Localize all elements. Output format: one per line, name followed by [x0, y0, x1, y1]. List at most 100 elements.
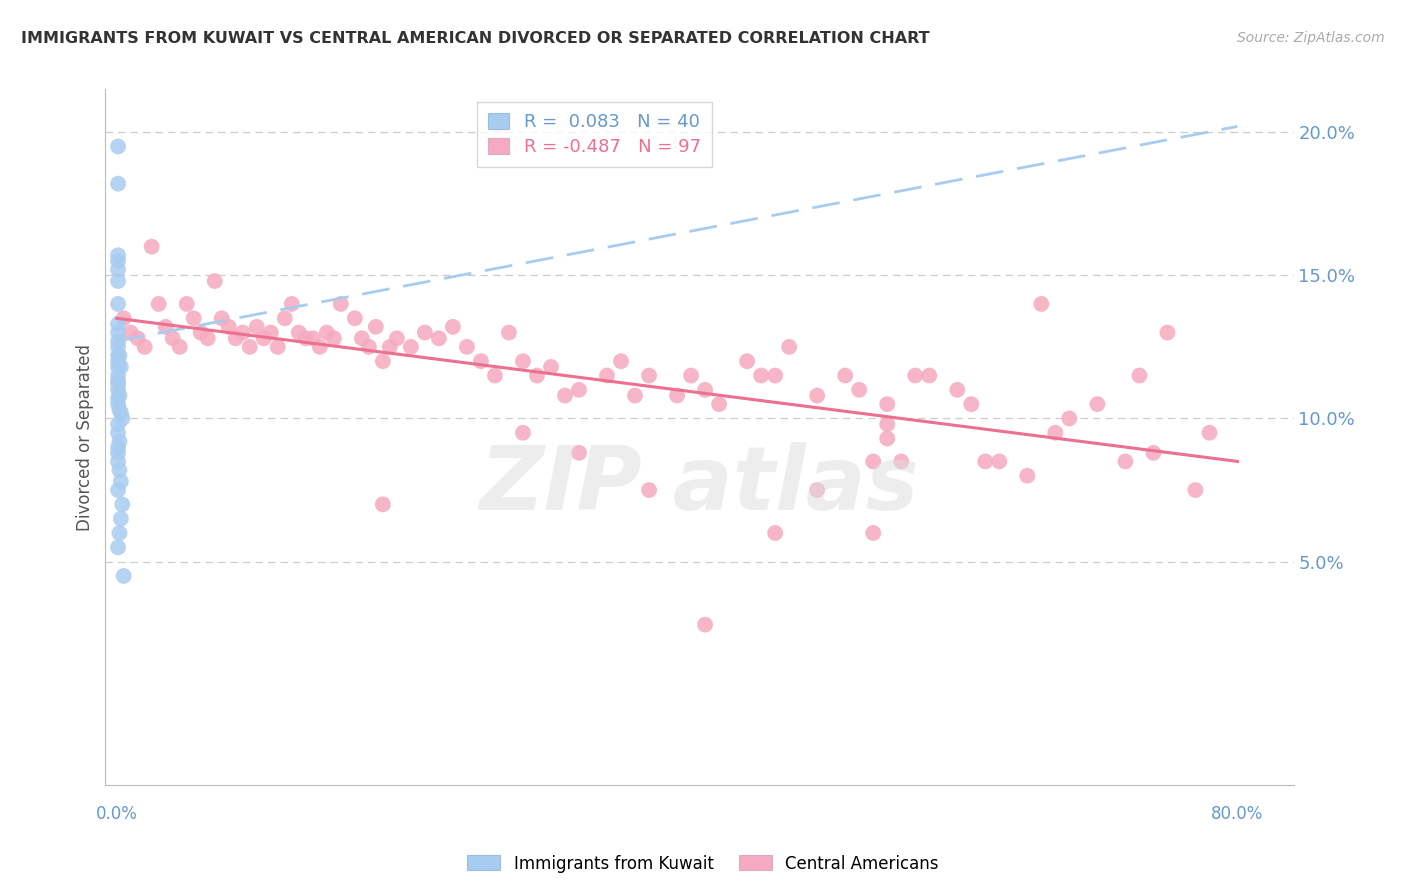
Point	[498, 326, 520, 340]
Point	[1114, 454, 1136, 468]
Point	[169, 340, 191, 354]
Text: 80.0%: 80.0%	[1212, 805, 1264, 823]
Point	[988, 454, 1011, 468]
Point	[974, 454, 997, 468]
Point	[568, 383, 591, 397]
Point	[554, 388, 576, 402]
Point	[107, 454, 129, 468]
Point	[329, 297, 352, 311]
Point	[107, 274, 129, 288]
Point	[301, 331, 323, 345]
Point	[1059, 411, 1081, 425]
Point	[197, 331, 219, 345]
Point	[364, 319, 387, 334]
Point	[107, 383, 129, 397]
Point	[107, 440, 129, 454]
Point	[108, 526, 131, 541]
Text: 0.0%: 0.0%	[96, 805, 138, 823]
Point	[107, 297, 129, 311]
Point	[862, 526, 884, 541]
Point	[110, 511, 132, 525]
Point	[610, 354, 633, 368]
Point	[107, 392, 129, 406]
Point	[141, 240, 163, 254]
Point	[1142, 446, 1164, 460]
Point	[107, 139, 129, 153]
Point	[735, 354, 758, 368]
Point	[127, 331, 149, 345]
Point	[749, 368, 772, 383]
Point	[274, 311, 297, 326]
Point	[204, 274, 226, 288]
Point	[107, 446, 129, 460]
Point	[1156, 326, 1178, 340]
Point	[232, 326, 254, 340]
Point	[225, 331, 247, 345]
Point	[778, 340, 800, 354]
Point	[110, 475, 132, 489]
Point	[108, 388, 131, 402]
Point	[876, 417, 898, 432]
Point	[218, 319, 240, 334]
Point	[638, 483, 661, 497]
Point	[596, 368, 619, 383]
Point	[707, 397, 730, 411]
Point	[1031, 297, 1053, 311]
Point	[134, 340, 156, 354]
Point	[120, 326, 142, 340]
Point	[413, 326, 436, 340]
Point	[918, 368, 941, 383]
Point	[763, 368, 786, 383]
Point	[108, 463, 131, 477]
Point	[107, 368, 129, 383]
Point	[512, 354, 534, 368]
Point	[107, 326, 129, 340]
Point	[148, 297, 170, 311]
Point	[107, 254, 129, 268]
Point	[834, 368, 856, 383]
Point	[876, 397, 898, 411]
Point	[693, 383, 716, 397]
Point	[693, 617, 716, 632]
Point	[107, 417, 129, 432]
Point	[107, 248, 129, 262]
Point	[107, 425, 129, 440]
Text: ZIP atlas: ZIP atlas	[479, 442, 920, 529]
Point	[253, 331, 276, 345]
Point	[107, 541, 129, 555]
Point	[111, 411, 134, 425]
Point	[763, 526, 786, 541]
Point	[960, 397, 983, 411]
Point	[288, 326, 311, 340]
Point	[107, 354, 129, 368]
Point	[176, 297, 198, 311]
Point	[112, 311, 135, 326]
Legend: Immigrants from Kuwait, Central Americans: Immigrants from Kuwait, Central American…	[461, 848, 945, 880]
Point	[1184, 483, 1206, 497]
Point	[211, 311, 233, 326]
Point	[315, 326, 337, 340]
Point	[110, 359, 132, 374]
Point	[385, 331, 408, 345]
Point	[107, 349, 129, 363]
Point	[107, 334, 129, 348]
Point	[183, 311, 205, 326]
Point	[484, 368, 506, 383]
Point	[1045, 425, 1067, 440]
Point	[806, 483, 828, 497]
Point	[540, 359, 562, 374]
Point	[281, 297, 304, 311]
Point	[357, 340, 380, 354]
Point	[848, 383, 870, 397]
Point	[260, 326, 283, 340]
Point	[681, 368, 703, 383]
Point	[1128, 368, 1150, 383]
Point	[112, 569, 135, 583]
Point	[107, 262, 129, 277]
Point	[371, 354, 394, 368]
Point	[624, 388, 647, 402]
Point	[322, 331, 344, 345]
Point	[526, 368, 548, 383]
Point	[107, 317, 129, 331]
Point	[890, 454, 912, 468]
